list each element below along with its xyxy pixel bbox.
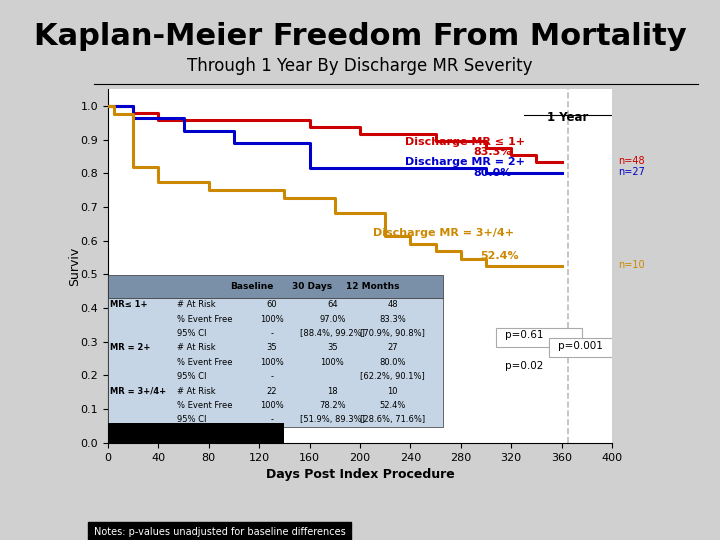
Text: 83.3%: 83.3% — [379, 315, 406, 324]
Text: MR = 3+/4+: MR = 3+/4+ — [109, 387, 166, 395]
Text: MR = 2+: MR = 2+ — [109, 343, 150, 353]
Text: p=0.001: p=0.001 — [558, 341, 603, 351]
Text: 80.0%: 80.0% — [474, 168, 512, 178]
Text: [70.9%, 90.8%]: [70.9%, 90.8%] — [360, 329, 426, 338]
Text: Discharge MR ≤ 1+: Discharge MR ≤ 1+ — [405, 137, 526, 147]
Text: 64: 64 — [327, 300, 338, 309]
Text: 35: 35 — [266, 343, 277, 353]
Text: 48: 48 — [387, 300, 398, 309]
Text: 95% CI: 95% CI — [177, 372, 207, 381]
Text: 97.0%: 97.0% — [319, 315, 346, 324]
Text: 18: 18 — [327, 387, 338, 395]
Text: 95% CI: 95% CI — [177, 415, 207, 424]
Text: 78.2%: 78.2% — [319, 401, 346, 410]
Text: 52.4%: 52.4% — [480, 251, 518, 261]
Text: Discharge MR = 2+: Discharge MR = 2+ — [405, 157, 525, 167]
Text: 35: 35 — [327, 343, 338, 353]
Text: [88.4%, 99.2%]: [88.4%, 99.2%] — [300, 329, 365, 338]
Text: 60: 60 — [266, 300, 277, 309]
Text: 1 Year: 1 Year — [547, 111, 588, 124]
Text: MR≤ 1+: MR≤ 1+ — [109, 300, 147, 309]
Text: 95% CI: 95% CI — [177, 329, 207, 338]
Text: 100%: 100% — [260, 401, 284, 410]
Bar — [108, 298, 444, 427]
Text: [62.2%, 90.1%]: [62.2%, 90.1%] — [361, 372, 425, 381]
Text: # At Risk: # At Risk — [177, 387, 216, 395]
Text: 100%: 100% — [260, 358, 284, 367]
Y-axis label: Surviv: Surviv — [68, 246, 81, 286]
Text: -: - — [270, 329, 274, 338]
Text: [28.6%, 71.6%]: [28.6%, 71.6%] — [360, 415, 426, 424]
Text: % Event Free: % Event Free — [177, 315, 233, 324]
Text: % Event Free: % Event Free — [177, 358, 233, 367]
Text: -: - — [270, 415, 274, 424]
FancyBboxPatch shape — [496, 328, 582, 347]
Text: n=48: n=48 — [618, 156, 645, 166]
FancyBboxPatch shape — [549, 339, 635, 357]
Text: p=0.61: p=0.61 — [505, 330, 544, 340]
Text: 30 Days: 30 Days — [292, 282, 332, 291]
Text: Through 1 Year By Discharge MR Severity: Through 1 Year By Discharge MR Severity — [187, 57, 533, 75]
Text: 12 Months: 12 Months — [346, 282, 400, 291]
X-axis label: Days Post Index Procedure: Days Post Index Procedure — [266, 468, 454, 481]
Text: Discharge MR = 3+/4+: Discharge MR = 3+/4+ — [373, 228, 513, 238]
Text: Baseline: Baseline — [230, 282, 274, 291]
Text: -: - — [270, 372, 274, 381]
Text: 27: 27 — [387, 343, 398, 353]
Text: # At Risk: # At Risk — [177, 300, 216, 309]
Text: [51.9%, 89.3%]: [51.9%, 89.3%] — [300, 415, 365, 424]
Text: 10: 10 — [387, 387, 398, 395]
Text: Kaplan-Meier Freedom From Mortality: Kaplan-Meier Freedom From Mortality — [34, 22, 686, 51]
Text: 52.4%: 52.4% — [379, 401, 406, 410]
Text: n=27: n=27 — [618, 167, 645, 177]
Text: % Event Free: % Event Free — [177, 401, 233, 410]
Text: n=10: n=10 — [618, 260, 645, 269]
Text: # At Risk: # At Risk — [177, 343, 216, 353]
Text: Notes: p-values unadjusted for baseline differences: Notes: p-values unadjusted for baseline … — [94, 527, 346, 537]
Text: 22: 22 — [266, 387, 277, 395]
Text: 80.0%: 80.0% — [379, 358, 406, 367]
Bar — [108, 423, 284, 443]
Text: 83.3%: 83.3% — [474, 147, 512, 158]
Text: 100%: 100% — [260, 315, 284, 324]
Text: 100%: 100% — [320, 358, 344, 367]
Bar — [108, 275, 444, 298]
Text: p=0.02: p=0.02 — [505, 361, 544, 372]
